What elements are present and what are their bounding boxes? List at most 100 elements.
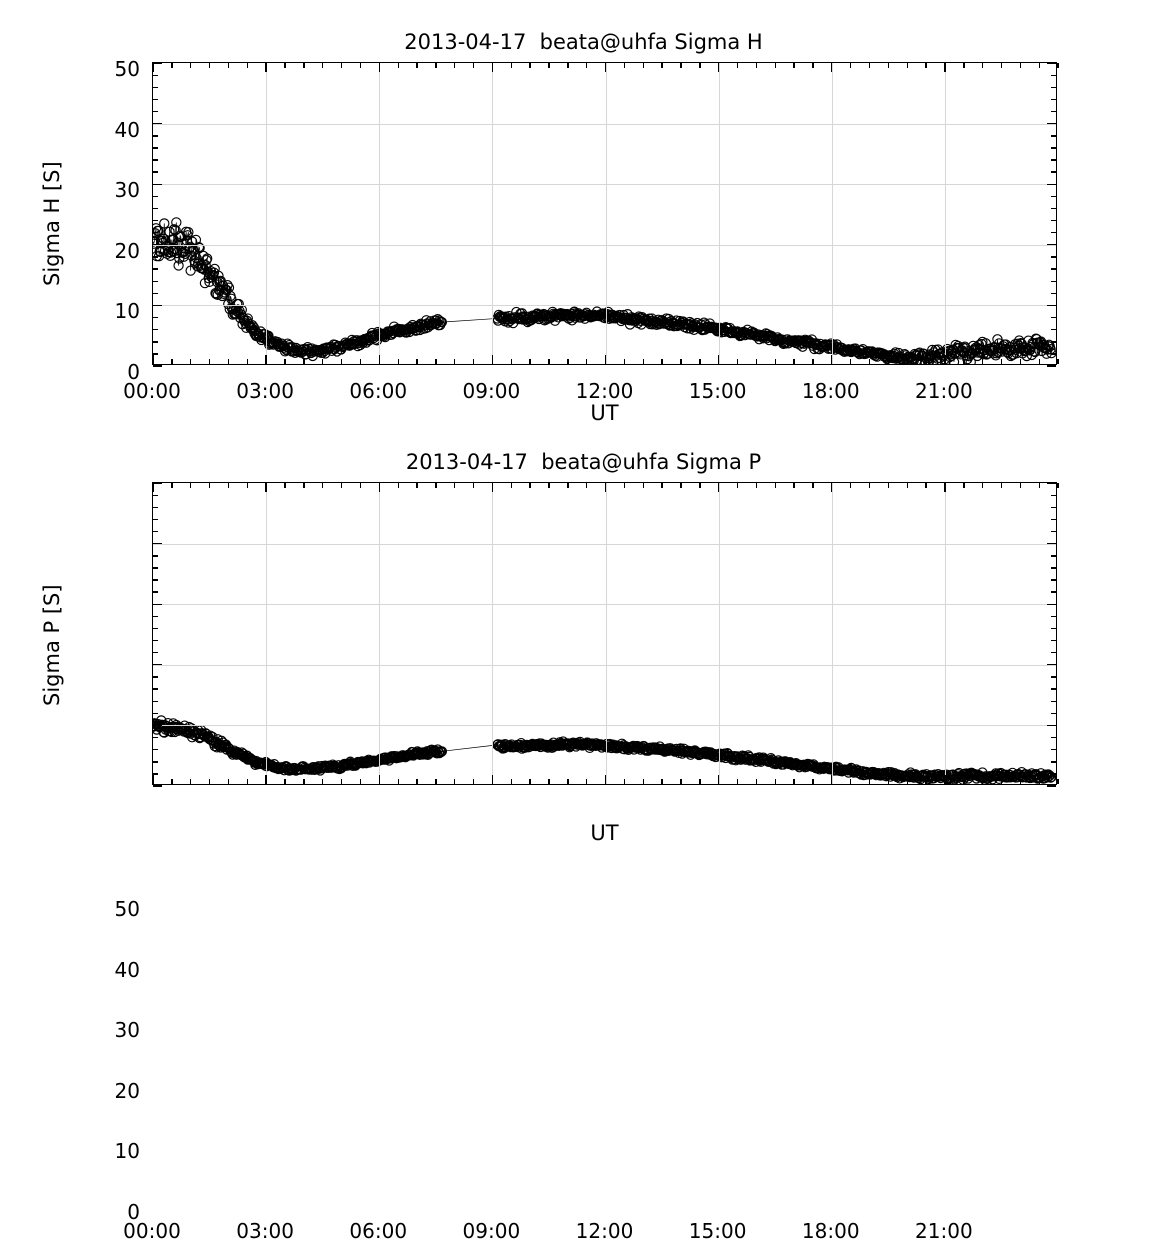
x-tick-minor [868, 359, 871, 364]
series-markers [153, 217, 1056, 364]
x-tick-minor [567, 779, 569, 784]
x-tick-minor [774, 483, 776, 488]
y-tick-minor [153, 736, 158, 739]
x-tick-minor [567, 483, 569, 488]
x-tick-label: 00:00 [123, 379, 181, 403]
x-tick-minor [699, 359, 701, 364]
plot-area[interactable] [152, 62, 1059, 367]
y-tick-minor [153, 219, 158, 222]
y-tick-minor [153, 494, 158, 496]
y-tick-major [153, 365, 162, 367]
y-tick-major [153, 304, 162, 307]
x-tick-major [604, 355, 607, 364]
x-tick-minor [887, 63, 890, 68]
y-tick-minor [1051, 110, 1056, 113]
x-tick-minor [755, 63, 758, 68]
gridline-horizontal [153, 543, 1056, 545]
y-tick-major [1047, 542, 1056, 545]
x-tick-minor [868, 63, 871, 68]
x-tick-major [717, 483, 720, 492]
x-tick-minor [190, 359, 192, 364]
y-tick-minor [153, 207, 158, 210]
x-tick-minor [303, 779, 305, 784]
x-tick-minor [850, 63, 852, 68]
x-tick-label: 12:00 [575, 1219, 634, 1243]
y-tick-minor [153, 567, 158, 569]
gridline-horizontal [153, 123, 1056, 125]
x-tick-label: 06:00 [349, 1219, 408, 1243]
y-tick-major [1047, 365, 1056, 367]
x-tick-minor [868, 779, 871, 784]
x-tick-minor [887, 779, 890, 784]
x-tick-minor [906, 359, 908, 364]
y-tick-label: 50 [114, 897, 140, 921]
x-tick-minor [322, 779, 324, 784]
y-tick-minor [1051, 219, 1056, 222]
x-tick-minor [586, 63, 588, 68]
x-tick-major [152, 483, 154, 492]
y-tick-major [153, 603, 162, 605]
y-tick-major [1047, 603, 1056, 605]
x-tick-minor [1000, 63, 1003, 68]
y-tick-minor [153, 579, 158, 581]
x-tick-major [491, 775, 494, 784]
x-tick-minor [416, 779, 418, 784]
chart-title: 2013-04-17 beata@uhfa Sigma P [405, 450, 762, 474]
x-tick-minor [454, 779, 456, 784]
x-tick-major [265, 483, 267, 492]
y-tick-minor [153, 688, 158, 690]
y-tick-minor [1051, 555, 1056, 557]
x-tick-major [265, 775, 267, 784]
y-tick-minor [153, 712, 158, 715]
x-tick-minor [1019, 359, 1022, 364]
y-tick-minor [1051, 688, 1056, 690]
x-tick-minor [397, 63, 399, 68]
x-tick-major [265, 63, 267, 72]
x-tick-minor [208, 63, 211, 68]
x-tick-major [378, 63, 380, 72]
y-tick-minor [153, 639, 158, 642]
data-series-sigma-h [153, 217, 1056, 364]
y-axis-label: Sigma H [S] [40, 160, 64, 286]
x-tick-minor [623, 483, 626, 488]
x-tick-minor [1019, 63, 1022, 68]
x-tick-minor [793, 63, 795, 68]
x-tick-label: 21:00 [915, 1219, 973, 1243]
plot-area[interactable] [152, 482, 1059, 787]
x-tick-minor [246, 483, 249, 488]
x-tick-minor [510, 483, 513, 488]
x-tick-minor [435, 63, 437, 68]
x-tick-label: 09:00 [462, 379, 521, 403]
x-tick-minor [171, 483, 173, 488]
x-tick-minor [322, 483, 324, 488]
x-tick-minor [699, 63, 701, 68]
x-tick-minor [246, 359, 249, 364]
x-tick-minor [906, 779, 908, 784]
x-tick-minor [793, 779, 795, 784]
x-tick-minor [1038, 63, 1040, 68]
x-tick-minor [529, 779, 531, 784]
y-tick-major [153, 785, 162, 787]
x-tick-minor [661, 779, 663, 784]
y-tick-minor [153, 627, 158, 630]
figure-canvas: 2013-04-17 beata@uhfa Sigma H Sigma H [S… [40, 30, 1059, 1243]
y-tick-major [153, 724, 162, 727]
x-tick-minor [1057, 483, 1059, 488]
y-tick-minor [1051, 773, 1056, 775]
x-tick-minor [472, 63, 475, 68]
y-tick-major [1047, 785, 1056, 787]
y-tick-minor [153, 591, 158, 593]
y-tick-minor [1051, 74, 1056, 76]
x-tick-minor [586, 483, 588, 488]
x-tick-minor [322, 359, 324, 364]
x-tick-minor [397, 779, 399, 784]
x-tick-minor [435, 483, 437, 488]
x-tick-minor [680, 779, 682, 784]
y-tick-minor [153, 615, 158, 618]
x-tick-major [491, 483, 494, 492]
y-tick-label: 10 [114, 299, 140, 324]
x-tick-major [944, 63, 946, 72]
x-tick-major [717, 63, 720, 72]
y-tick-minor [1051, 280, 1056, 282]
data-layer [153, 63, 1056, 364]
